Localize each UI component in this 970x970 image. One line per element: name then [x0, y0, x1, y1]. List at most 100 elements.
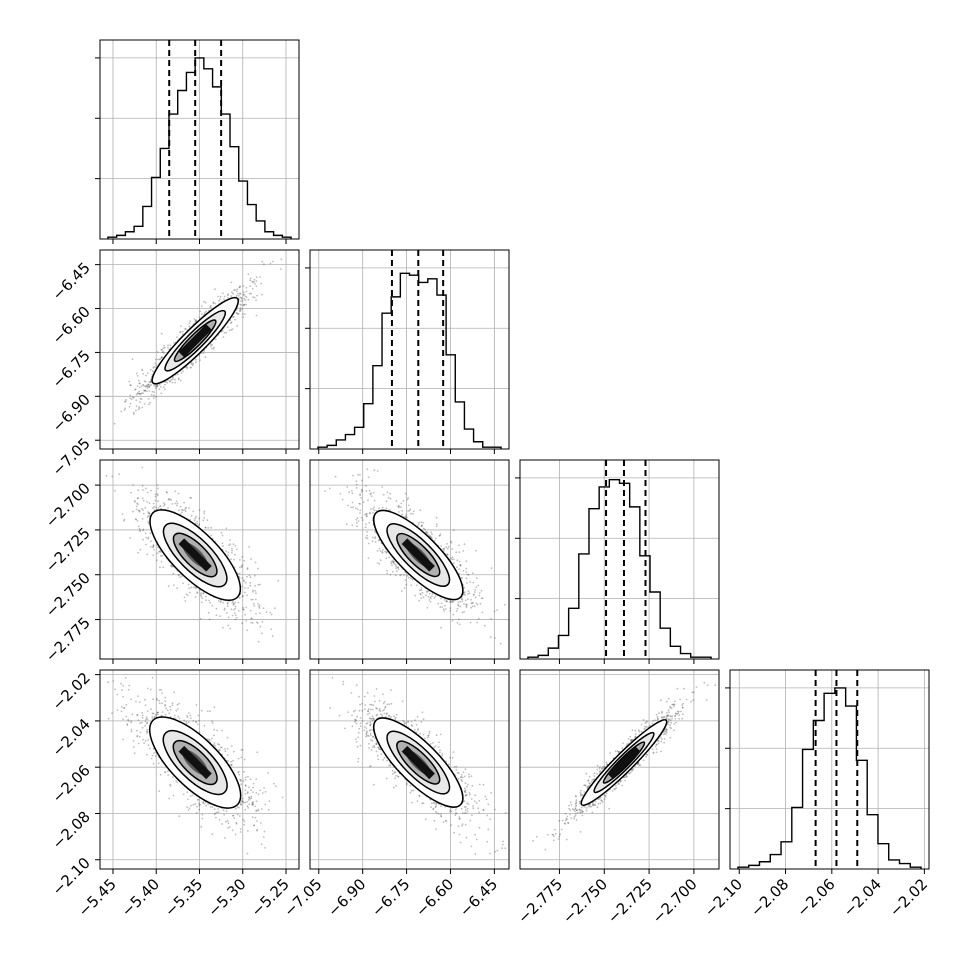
scatter-point	[147, 398, 150, 400]
scatter-point	[203, 300, 205, 303]
scatter-point	[239, 306, 242, 309]
scatter-point	[186, 367, 188, 370]
scatter-point	[242, 291, 245, 294]
scatter-point	[171, 378, 174, 381]
scatter-point	[420, 586, 423, 589]
scatter-point	[180, 325, 182, 327]
scatter-point	[159, 551, 162, 553]
scatter-point	[206, 519, 209, 522]
scatter-point	[150, 384, 153, 386]
scatter-point	[245, 581, 247, 584]
scatter-point	[138, 390, 141, 393]
scatter-point	[142, 373, 145, 375]
scatter-point	[166, 346, 169, 349]
scatter-point	[136, 385, 139, 387]
scatter-point	[356, 525, 358, 528]
scatter-point	[365, 523, 367, 525]
scatter-point	[189, 496, 192, 499]
scatter-point	[147, 512, 150, 515]
scatter-point	[202, 352, 205, 355]
scatter-point	[149, 747, 151, 750]
scatter-point	[395, 567, 397, 570]
scatter-point	[167, 507, 170, 509]
scatter-point	[149, 368, 152, 371]
scatter-point	[172, 776, 174, 778]
hist-panel-0	[95, 39, 300, 244]
scatter-point	[212, 346, 215, 349]
scatter-point	[373, 506, 376, 508]
scatter-point	[450, 557, 452, 560]
scatter-point	[224, 748, 226, 750]
scatter-point	[243, 559, 246, 562]
scatter-point	[440, 602, 443, 605]
scatter-point	[160, 348, 163, 351]
scatter-point	[245, 303, 248, 306]
scatter-point	[264, 791, 267, 793]
scatter-point	[144, 385, 147, 388]
scatter-point	[439, 606, 442, 608]
scatter-point	[200, 595, 203, 597]
scatter-point	[347, 504, 349, 507]
scatter-point	[473, 605, 476, 608]
scatter-point	[389, 497, 392, 500]
scatter-point	[456, 607, 459, 610]
scatter-point	[154, 493, 157, 496]
scatter-point	[176, 504, 178, 507]
scatter-point	[135, 505, 138, 508]
scatter-point	[240, 304, 243, 306]
scatter-point	[158, 358, 161, 361]
scatter-point	[176, 336, 178, 338]
scatter-point	[199, 617, 202, 620]
scatter-point	[193, 586, 195, 589]
scatter-point	[238, 572, 241, 575]
scatter-point	[465, 560, 468, 562]
scatter-point	[252, 602, 255, 605]
scatter-point	[379, 559, 382, 562]
scatter-point	[132, 484, 135, 486]
scatter-point	[213, 734, 215, 737]
scatter-point	[219, 298, 221, 300]
scatter-point	[146, 501, 149, 503]
scatter-point	[238, 610, 240, 612]
scatter-point	[165, 707, 168, 710]
scatter-point	[431, 595, 433, 598]
scatter-point	[212, 348, 215, 350]
scatter-point	[465, 605, 468, 607]
scatter-point	[243, 770, 246, 773]
scatter-point	[404, 579, 407, 582]
scatter-point	[144, 506, 147, 509]
scatter-point	[151, 676, 154, 679]
scatter-point	[228, 329, 231, 332]
scatter-point	[190, 361, 193, 364]
scatter-point	[473, 591, 476, 593]
scatter-point	[386, 491, 389, 494]
scatter-point	[129, 384, 132, 387]
scatter-point	[200, 592, 203, 594]
scatter-point	[222, 292, 224, 295]
scatter-point	[192, 362, 195, 365]
scatter-point	[471, 572, 474, 575]
histogram-line	[317, 272, 502, 449]
scatter-point	[141, 484, 144, 487]
scatter-point	[255, 285, 258, 288]
scatter-point	[204, 356, 207, 359]
scatter-point	[161, 351, 164, 354]
scatter-point	[397, 566, 400, 569]
scatter-point	[238, 596, 241, 599]
scatter-point	[381, 506, 384, 509]
scatter-point	[250, 617, 253, 620]
scatter-point	[258, 607, 261, 609]
scatter-point	[270, 628, 273, 631]
scatter-point	[180, 511, 183, 514]
scatter-point	[228, 544, 231, 547]
scatter-point	[241, 313, 244, 315]
scatter-point	[493, 610, 496, 613]
scatter-point	[445, 546, 448, 549]
scatter-point	[196, 591, 199, 594]
scatter-point	[469, 621, 472, 624]
scatter-point	[164, 381, 167, 383]
scatter-point	[183, 508, 186, 511]
scatter-point	[476, 603, 479, 606]
scatter-point	[209, 306, 212, 308]
scatter-point	[254, 283, 256, 285]
